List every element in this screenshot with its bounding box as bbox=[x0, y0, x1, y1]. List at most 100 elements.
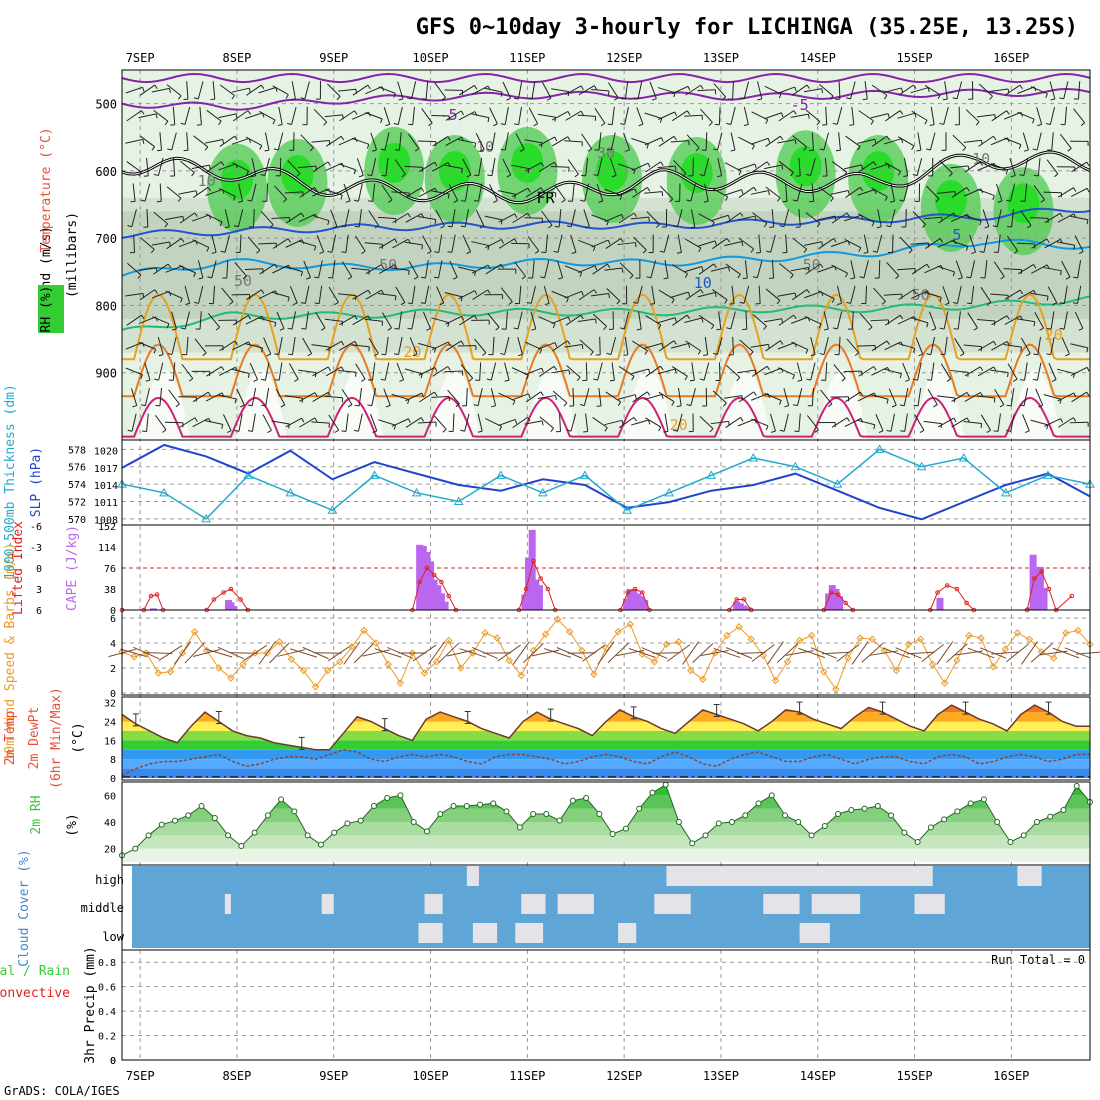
wind-barb bbox=[311, 214, 330, 222]
wind-barb-flag bbox=[650, 303, 655, 305]
wind-barb-flag bbox=[580, 314, 584, 320]
wind-barb-flag bbox=[474, 85, 478, 90]
wind-barb-flag bbox=[816, 121, 821, 126]
wind-barb-flag bbox=[623, 354, 628, 356]
wind-barb bbox=[699, 415, 714, 430]
wind-barb bbox=[298, 240, 316, 247]
wind-barb bbox=[304, 285, 310, 304]
wind-barb bbox=[498, 418, 516, 427]
wind-barb bbox=[712, 238, 728, 250]
wind-barb-flag bbox=[1086, 219, 1089, 225]
wind-barb bbox=[632, 340, 648, 352]
wind10-barb bbox=[120, 648, 148, 658]
wind10-marker bbox=[916, 635, 925, 643]
contour-label: 10 bbox=[198, 172, 216, 190]
wind-barb bbox=[474, 338, 487, 354]
wind-barb bbox=[690, 209, 696, 227]
wind-barb bbox=[875, 414, 884, 431]
cape-tick: 152 bbox=[98, 522, 116, 533]
wind-barb bbox=[630, 216, 649, 220]
wind-barb-flag bbox=[519, 148, 525, 152]
wind-barb-flag bbox=[385, 123, 390, 127]
wind-barb-flag bbox=[194, 417, 198, 422]
temp-band bbox=[122, 740, 1090, 750]
wind-barb bbox=[130, 388, 138, 406]
wind-barb bbox=[1037, 157, 1041, 176]
wind-barb bbox=[1043, 394, 1062, 400]
wind-barb bbox=[638, 311, 642, 330]
wind-barb-flag bbox=[412, 353, 418, 357]
wind-barb bbox=[475, 133, 485, 150]
wind-barb-flag bbox=[979, 220, 982, 226]
wind-barb bbox=[1049, 106, 1056, 125]
wind-barb bbox=[737, 163, 756, 171]
li-marker bbox=[843, 600, 848, 606]
wind-barb bbox=[804, 291, 822, 299]
wind10-barb bbox=[851, 641, 869, 665]
wind-barb-flag bbox=[659, 118, 663, 123]
wind-barb bbox=[412, 106, 415, 125]
wind-barb-flag bbox=[301, 417, 305, 423]
wind-barb bbox=[771, 260, 775, 279]
wind-barb bbox=[970, 260, 976, 279]
wind-barb bbox=[583, 388, 590, 406]
wind-barb bbox=[851, 106, 855, 125]
wind-barb bbox=[718, 362, 721, 381]
wind-barb-flag bbox=[579, 403, 585, 407]
wind-barb bbox=[219, 340, 236, 352]
thickness-tick: 574 bbox=[68, 480, 86, 491]
wind-barb-flag bbox=[608, 293, 610, 299]
wind-barb-flag bbox=[141, 314, 145, 320]
wind-barb bbox=[778, 160, 794, 173]
wind-barb bbox=[929, 311, 937, 329]
wind-barb bbox=[1022, 132, 1029, 151]
wind-barb bbox=[671, 264, 688, 275]
cape-bar bbox=[535, 585, 543, 610]
wind-barb-flag bbox=[912, 348, 916, 353]
wind-barb bbox=[479, 362, 482, 381]
wind-barb-flag bbox=[858, 247, 862, 252]
rh-marker bbox=[503, 808, 510, 815]
wind-barb bbox=[497, 190, 516, 195]
wind-barb-flag bbox=[600, 122, 606, 127]
wind10-barb bbox=[785, 650, 814, 656]
wind10-axis-label: 10m Wind Speed & Barbs (m/s) bbox=[3, 542, 18, 761]
wind-barb bbox=[277, 132, 284, 151]
wind-barb bbox=[963, 344, 982, 348]
wind-barb-flag bbox=[687, 291, 691, 297]
wind-barb bbox=[670, 140, 689, 143]
wind-barb-flag bbox=[793, 110, 797, 115]
wind10-marker bbox=[1062, 629, 1070, 637]
wind-barb bbox=[551, 369, 569, 374]
wind-barb bbox=[884, 162, 901, 172]
wind-barb bbox=[1063, 285, 1068, 304]
wind-barb bbox=[718, 311, 722, 330]
precip-tick: 0.4 bbox=[98, 1007, 116, 1018]
wind-barb-flag bbox=[966, 276, 971, 279]
wind10-barb bbox=[343, 641, 361, 665]
wind-barb bbox=[677, 387, 682, 406]
wind-barb-flag bbox=[1019, 289, 1024, 295]
wind-barb bbox=[817, 290, 835, 300]
wind-barb bbox=[365, 289, 382, 300]
wind-barb-flag bbox=[414, 148, 420, 152]
rh-marker bbox=[516, 824, 523, 831]
wind-barb-flag bbox=[913, 404, 919, 407]
wind-barb-flag bbox=[207, 276, 212, 279]
wind-barb-flag bbox=[979, 161, 984, 166]
wind-barb bbox=[159, 132, 163, 151]
wind-barb bbox=[570, 209, 576, 227]
wind-barb-flag bbox=[700, 84, 704, 90]
wind-barb bbox=[564, 265, 582, 273]
wind10-barb bbox=[713, 647, 741, 659]
wind-barb bbox=[591, 239, 609, 248]
wind-barb-flag bbox=[833, 238, 837, 243]
cape-bar bbox=[740, 605, 748, 610]
wind-barb bbox=[716, 336, 723, 355]
wind-barb bbox=[1021, 413, 1030, 432]
wind-barb bbox=[352, 84, 369, 96]
wind-barb-flag bbox=[966, 417, 970, 423]
li-tick: -6 bbox=[30, 522, 42, 533]
wind-barb-flag bbox=[314, 302, 320, 305]
temp-band bbox=[122, 712, 1090, 722]
